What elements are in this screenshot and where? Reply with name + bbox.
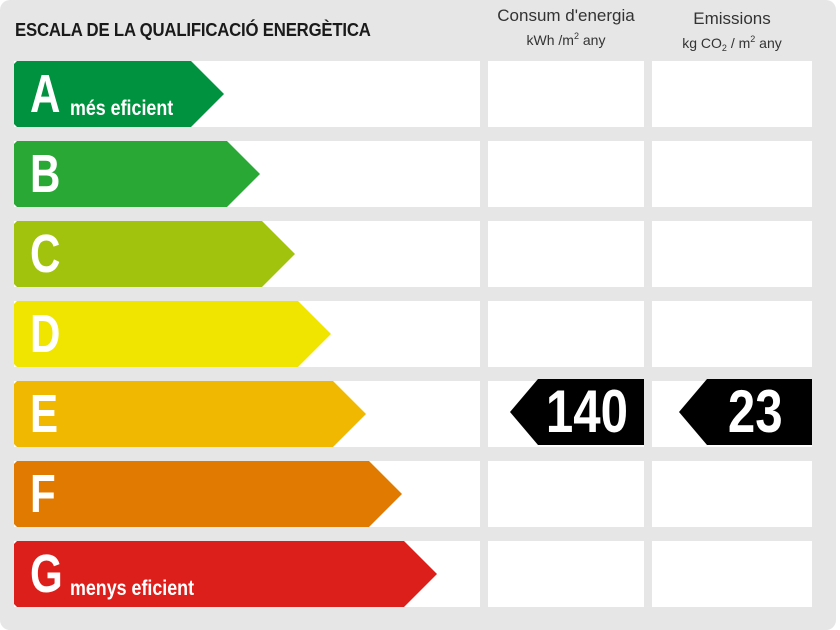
emissions-label: Emissions [693,9,771,28]
consum-label: Consum d'energia [497,6,635,25]
grade-arrow-d: D [14,301,331,367]
emissions-cell-c [652,221,812,287]
consum-cell-d [488,301,644,367]
grade-arrow-f: F [14,461,402,527]
grade-letter: C [30,224,61,284]
emissions-cell-b [652,141,812,207]
consum-cell-c [488,221,644,287]
grade-arrow-e: E [14,381,366,447]
column-header-emissions: Emissions kg CO2 / m2 any [652,9,812,53]
grade-arrow-c: C [14,221,295,287]
grade-letter: B [30,144,61,204]
grade-letter: G [30,544,63,604]
grade-note: més eficient [70,97,174,120]
label-title: ESCALA DE LA QUALIFICACIÓ ENERGÈTICA [15,20,371,40]
emissions-unit: kg CO2 / m2 any [682,34,782,53]
grade-note: menys eficient [70,577,195,600]
grade-letter: D [30,304,61,364]
consum-cell-b [488,141,644,207]
emissions-indicator: 23 [679,379,812,445]
consum-cell-g [488,541,644,607]
column-header-consum: Consum d'energia kWh /m2 any [488,6,644,48]
emissions-cell-a [652,61,812,127]
consum-cell-a [488,61,644,127]
grade-arrow-b: B [14,141,260,207]
consum-indicator: 140 [510,379,644,445]
grade-letter: F [30,464,56,524]
emissions-value: 23 [727,378,783,445]
emissions-cell-f [652,461,812,527]
consum-unit: kWh /m2 any [526,31,606,48]
consum-value: 140 [545,378,628,445]
emissions-cell-g [652,541,812,607]
consum-cell-f [488,461,644,527]
grade-letter: E [30,384,59,444]
emissions-cell-d [652,301,812,367]
grade-letter: A [30,64,61,124]
